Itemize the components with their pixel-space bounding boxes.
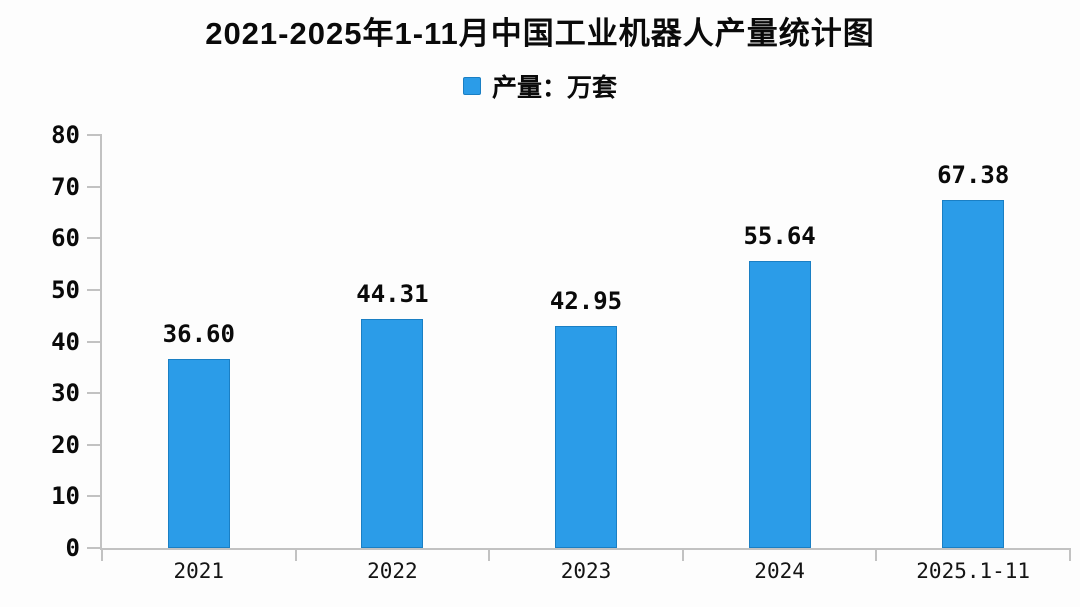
chart-title: 2021-2025年1-11月中国工业机器人产量统计图	[205, 16, 875, 51]
y-tick-mark	[87, 134, 102, 136]
y-tick-label: 0	[65, 534, 80, 562]
y-tick-label: 60	[51, 224, 80, 253]
x-tick-mark	[875, 548, 878, 561]
bar-value-label: 55.64	[743, 221, 816, 250]
bar	[167, 359, 230, 548]
x-tick-mark	[294, 548, 297, 561]
x-tick-mark	[1069, 548, 1071, 561]
y-tick-label: 30	[51, 379, 80, 408]
legend-label: 产量：万套	[491, 74, 617, 102]
legend-marker-icon	[462, 77, 481, 95]
x-tick-mark	[681, 548, 684, 561]
x-tick-label: 2023	[560, 559, 612, 583]
y-tick-mark	[87, 185, 102, 188]
y-tick-label: 80	[51, 121, 80, 149]
y-tick-mark	[87, 340, 102, 343]
y-tick-mark	[87, 237, 102, 240]
bar	[942, 200, 1005, 548]
y-tick-mark	[87, 547, 102, 549]
bar	[555, 326, 617, 548]
bar-value-label: 36.60	[162, 320, 235, 349]
bar	[748, 260, 811, 548]
y-tick-label: 20	[51, 430, 80, 459]
x-tick-label: 2024	[754, 559, 805, 583]
bar-value-label: 42.95	[549, 287, 623, 316]
y-tick-label: 10	[51, 482, 80, 511]
plot-area: 0 10 20 30 40 50 60 70 80 36.60 2021 44.31 2022 42.95…	[51, 123, 1071, 583]
x-tick-label: 2025.1-11	[916, 559, 1031, 583]
x-tick-label: 2021	[173, 559, 225, 583]
y-tick-label: 40	[51, 327, 80, 356]
y-tick-mark	[87, 443, 102, 446]
y-tick-mark	[87, 392, 102, 395]
y-tick-mark	[87, 495, 102, 498]
x-tick-mark	[488, 548, 491, 561]
x-tick-mark	[101, 548, 103, 561]
y-tick-label: 50	[51, 275, 80, 304]
y-tick-mark	[87, 288, 102, 291]
bar-value-label: 44.31	[356, 280, 429, 309]
bar	[361, 319, 424, 548]
x-tick-label: 2022	[367, 559, 418, 583]
bar-value-label: 67.38	[937, 161, 1010, 190]
y-tick-label: 70	[51, 172, 80, 201]
legend: 产量：万套	[0, 68, 1080, 104]
